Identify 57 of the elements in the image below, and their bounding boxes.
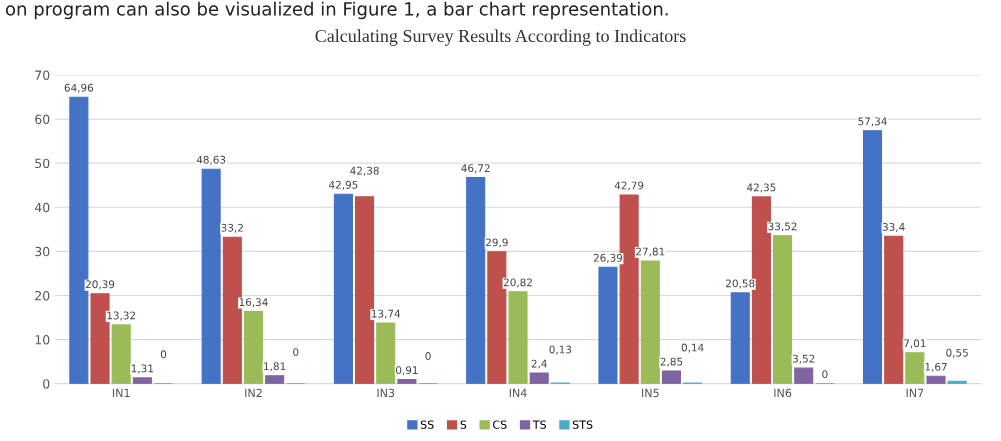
data-label: 20,82 [503, 278, 532, 288]
data-label: 0 [160, 350, 167, 359]
data-label: 0 [293, 348, 299, 357]
y-tick-label: 70 [35, 70, 50, 80]
y-tick-label: 40 [34, 202, 50, 213]
data-label: 33,52 [768, 222, 797, 232]
data-label: 1,81 [264, 362, 286, 372]
legend-label: S [460, 420, 467, 429]
data-label: 48,63 [196, 155, 226, 165]
data-label: 27,81 [636, 247, 665, 257]
x-tick-label: IN1 [112, 388, 130, 397]
data-label: 26,39 [593, 253, 623, 263]
y-tick-label: 20 [35, 290, 50, 301]
data-label: 13,74 [371, 309, 401, 319]
x-tick-label: IN2 [245, 388, 262, 397]
data-label: 42,95 [329, 180, 358, 190]
legend-label: TS [532, 420, 547, 429]
data-label: 42,38 [350, 166, 379, 176]
x-tick-label: IN5 [642, 388, 659, 398]
data-label: 33,4 [882, 222, 905, 232]
y-tick-label: 0 [43, 379, 50, 389]
data-label: 16,34 [239, 298, 268, 308]
data-label: 29,9 [486, 238, 508, 248]
data-label: 0,91 [396, 366, 418, 376]
data-label: 1,67 [925, 362, 947, 372]
x-tick-label: IN4 [509, 388, 527, 397]
data-label: 2,4 [531, 359, 547, 369]
data-label: 42,35 [747, 183, 776, 193]
x-tick-label: IN7 [906, 388, 924, 397]
data-label: 0 [425, 352, 431, 360]
y-tick-label: 10 [35, 335, 50, 345]
y-tick-label: 30 [35, 246, 50, 257]
data-label: 3,52 [792, 354, 815, 364]
x-tick-label: IN6 [774, 388, 792, 398]
data-label: 0,55 [946, 348, 968, 358]
data-label: 57,34 [858, 117, 887, 127]
x-tick-label: IN3 [377, 388, 395, 398]
data-label: 20,58 [726, 279, 755, 289]
legend-label: CS [493, 420, 507, 429]
data-label: 1,31 [131, 364, 153, 374]
data-label: 13,32 [107, 311, 136, 321]
data-label: 20,39 [85, 280, 115, 290]
chart-title: Calculating Survey Results According to Indicators [315, 29, 686, 46]
data-label: 64,96 [64, 83, 94, 93]
data-label: 33,2 [221, 223, 243, 233]
data-label: 42,79 [614, 181, 644, 191]
data-label: 0 [822, 370, 828, 379]
data-label: 2,85 [660, 357, 683, 367]
y-tick-label: 50 [35, 158, 50, 169]
data-label: 7,01 [904, 339, 926, 349]
data-label: 46,72 [461, 164, 490, 174]
data-label: 0,13 [549, 345, 572, 355]
text: on program can also be visualized in Figure 1, a bar chart representation. [6, 1, 668, 20]
data-label: 0,14 [681, 343, 704, 353]
legend-label: STS [572, 420, 593, 429]
y-tick-label: 60 [35, 114, 50, 124]
legend-label: SS [420, 420, 434, 429]
